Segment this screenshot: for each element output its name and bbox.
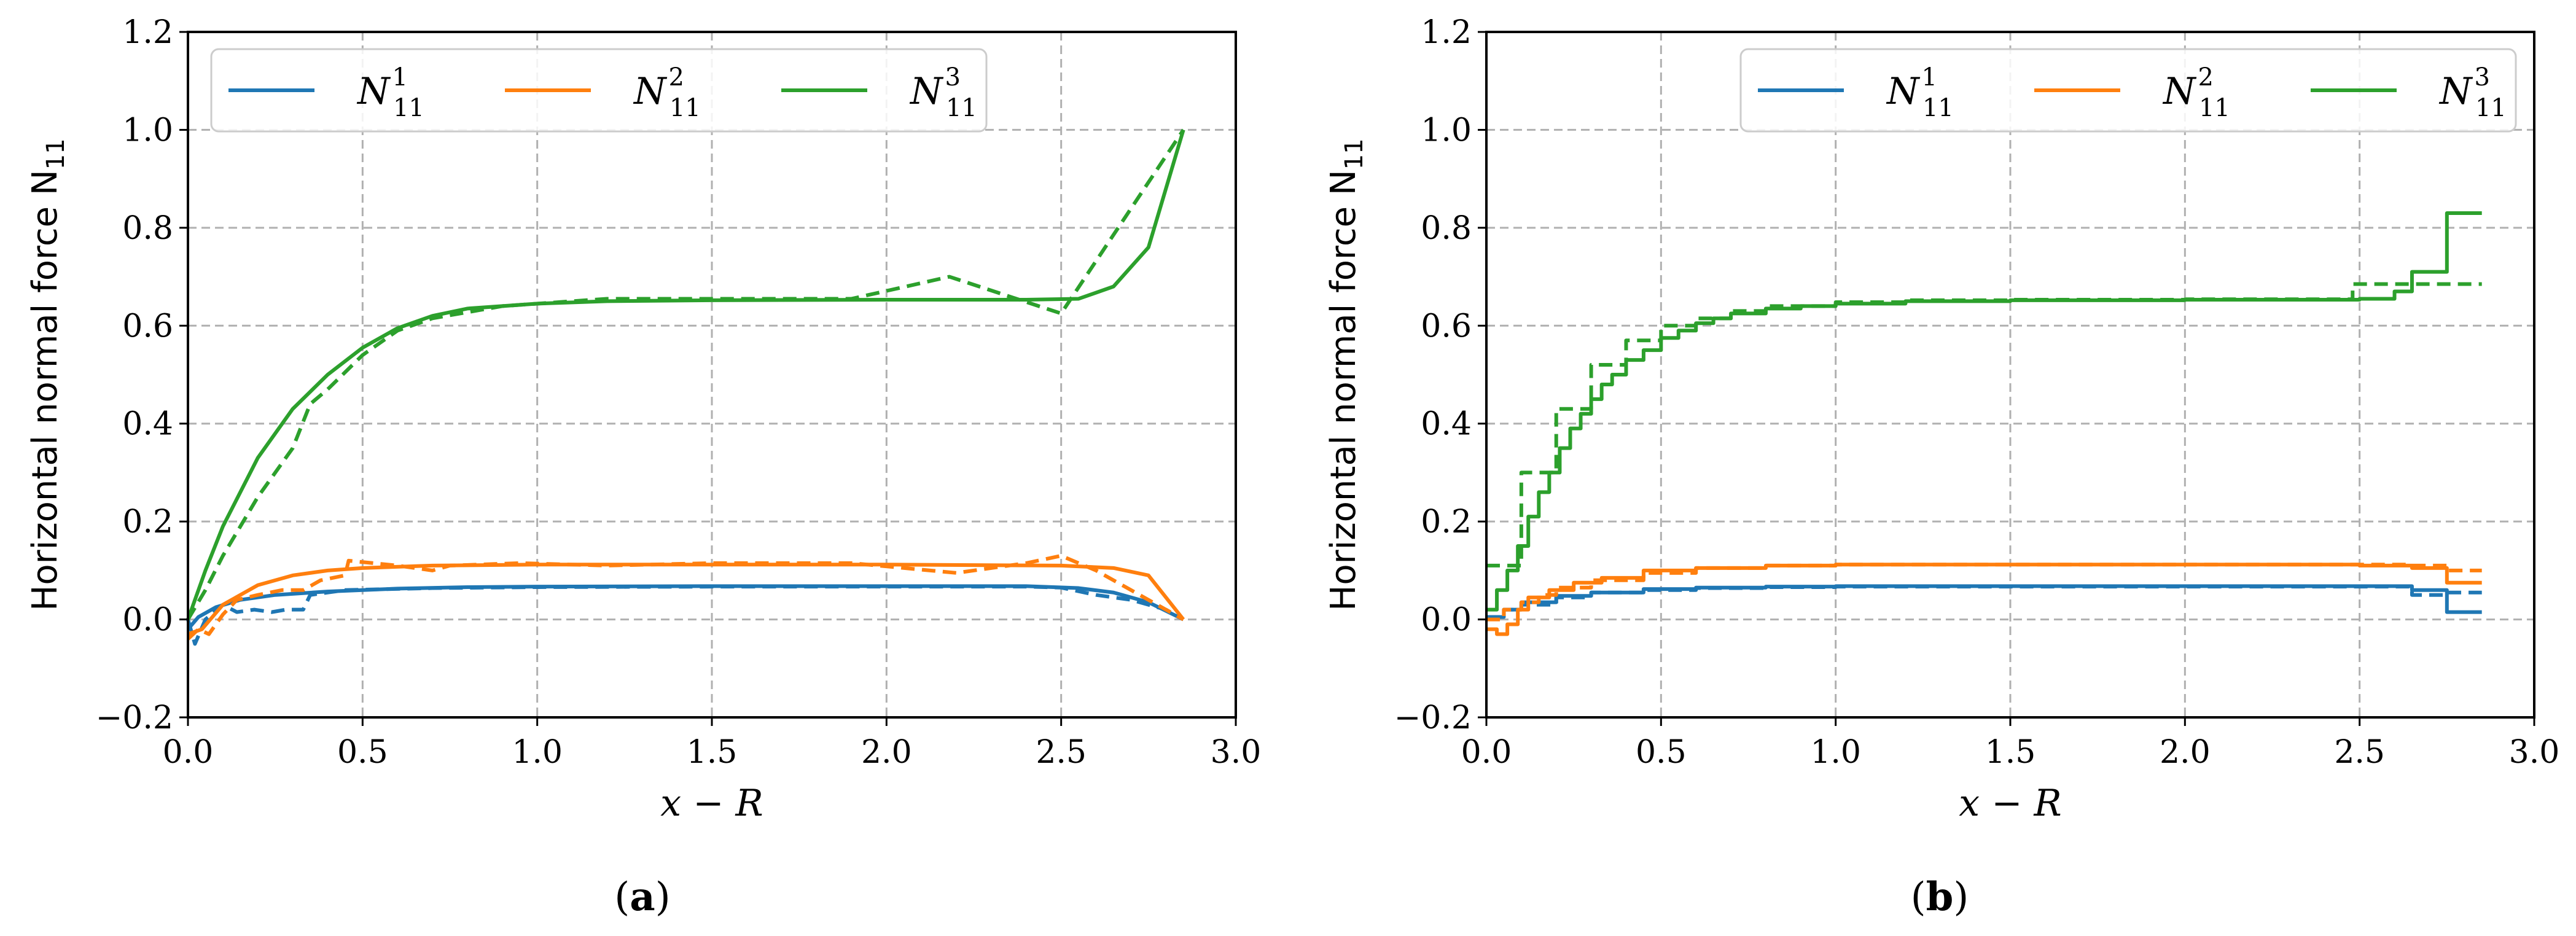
caption-paren-close: ) bbox=[655, 875, 671, 920]
x-tick-label: 3.0 bbox=[1211, 734, 1262, 771]
series-line-5-dashed bbox=[186, 128, 1185, 621]
legend-box bbox=[1739, 48, 2517, 133]
x-tick-label: 2.5 bbox=[1036, 734, 1087, 771]
y-tick-label: −0.2 bbox=[1394, 700, 1472, 736]
legend-label-base: N bbox=[356, 70, 391, 113]
series-line-3-dashed bbox=[1486, 563, 2482, 622]
caption-paren-close: ) bbox=[1953, 875, 1969, 920]
legend-label-base: N bbox=[633, 70, 668, 113]
legend-label-sup: 1 bbox=[392, 63, 408, 92]
caption-paren-open: ( bbox=[1911, 875, 1926, 920]
x-tick-label: 0.5 bbox=[1636, 734, 1687, 771]
legend-label-sup: 3 bbox=[2475, 63, 2490, 92]
legend: N 1 11 N 2 11 N 3 11 bbox=[210, 48, 988, 133]
x-tick-label: 0.0 bbox=[1461, 734, 1512, 771]
series-line-1-dashed bbox=[1486, 585, 2482, 619]
y-tick-label: 0.8 bbox=[1421, 210, 1472, 247]
y-tick-label: 0.4 bbox=[122, 406, 173, 443]
y-tick-label: −0.2 bbox=[96, 700, 173, 736]
x-tick-label: 0.5 bbox=[337, 734, 388, 771]
series-line-4-solid bbox=[186, 129, 1185, 620]
y-tick-label: 1.2 bbox=[1421, 14, 1472, 51]
y-axis-label-text: Horizontal normal force N bbox=[25, 170, 65, 610]
legend-label-sub: 11 bbox=[669, 94, 701, 122]
caption-letter: b bbox=[1926, 874, 1954, 920]
legend-label-2: N 2 11 bbox=[2162, 63, 2230, 122]
x-axis-label: x − R bbox=[660, 782, 763, 825]
y-axis-label-subscript: 11 bbox=[42, 138, 70, 170]
panel-caption: (a) bbox=[614, 874, 670, 920]
y-tick-label: 0.0 bbox=[122, 602, 173, 639]
legend: N 1 11 N 2 11 N 3 11 bbox=[1739, 48, 2517, 133]
x-tick-label: 3.0 bbox=[2509, 734, 2560, 771]
y-tick-label: 0.2 bbox=[122, 504, 173, 540]
legend-label-2: N 2 11 bbox=[633, 63, 701, 122]
legend-label-1: N 1 11 bbox=[356, 63, 424, 122]
y-axis-label: Horizontal normal force N11 bbox=[1324, 138, 1368, 610]
legend-label-sub: 11 bbox=[2475, 94, 2507, 122]
y-tick-label: 0.2 bbox=[1421, 504, 1472, 540]
y-axis-label-subscript: 11 bbox=[1340, 138, 1368, 170]
legend-label-3: N 3 11 bbox=[2438, 63, 2507, 122]
panel-a: 0.0 0.5 1.0 1.5 2.0 2.5 3.0−0.20.00.20.40.60.8… bbox=[25, 14, 1261, 920]
legend-label-sub: 11 bbox=[393, 94, 424, 122]
y-tick-label: 0.6 bbox=[1421, 308, 1472, 345]
x-tick-label: 1.5 bbox=[687, 734, 738, 771]
x-tick-label: 1.0 bbox=[512, 734, 563, 771]
series-line-1-dashed bbox=[186, 585, 1185, 646]
y-tick-label: 0.8 bbox=[122, 210, 173, 247]
legend-label-base: N bbox=[909, 70, 944, 113]
y-axis-label-text: Horizontal normal force N bbox=[1324, 170, 1364, 610]
legend-label-base: N bbox=[2162, 70, 2197, 113]
y-tick-label: 0.0 bbox=[1421, 602, 1472, 639]
x-axis-label: x − R bbox=[1959, 782, 2061, 825]
y-axis-label: Horizontal normal force N11 bbox=[25, 138, 70, 610]
caption-paren-open: ( bbox=[614, 875, 630, 920]
x-tick-label: 2.5 bbox=[2334, 734, 2385, 771]
panel-caption: (b) bbox=[1911, 874, 1969, 920]
legend-label-sub: 11 bbox=[946, 94, 977, 122]
x-tick-label: 1.5 bbox=[1985, 734, 2036, 771]
legend-label-sup: 2 bbox=[669, 63, 684, 92]
y-tick-label: 0.4 bbox=[1421, 406, 1472, 443]
y-tick-label: 0.6 bbox=[122, 308, 173, 345]
x-tick-label: 2.0 bbox=[2160, 734, 2211, 771]
series-line-4-solid bbox=[1486, 211, 2482, 612]
legend-label-base: N bbox=[2438, 70, 2473, 113]
legend-label-sup: 1 bbox=[1922, 63, 1937, 92]
legend-label-base: N bbox=[1886, 70, 1921, 113]
y-tick-label: 1.0 bbox=[1421, 112, 1472, 149]
legend-label-sub: 11 bbox=[1922, 94, 1954, 122]
x-tick-label: 2.0 bbox=[861, 734, 912, 771]
series-line-2-solid bbox=[187, 563, 1185, 636]
caption-letter: a bbox=[630, 874, 655, 920]
y-tick-label: 1.2 bbox=[122, 14, 173, 51]
legend-label-sup: 3 bbox=[945, 63, 961, 92]
legend-label-sub: 11 bbox=[2199, 94, 2230, 122]
series-line-3-dashed bbox=[186, 553, 1185, 641]
x-tick-label: 1.0 bbox=[1810, 734, 1861, 771]
series-line-2-solid bbox=[1486, 563, 2482, 636]
panel-b: 0.0 0.5 1.0 1.5 2.0 2.5 3.0−0.20.00.20.40.60.8… bbox=[1324, 14, 2559, 920]
legend-box bbox=[210, 48, 988, 133]
legend-label-1: N 1 11 bbox=[1886, 63, 1954, 122]
legend-label-sup: 2 bbox=[2198, 63, 2214, 92]
legend-label-3: N 3 11 bbox=[909, 63, 977, 122]
y-tick-label: 1.0 bbox=[122, 112, 173, 149]
series-line-5-dashed bbox=[1486, 282, 2482, 567]
x-tick-label: 0.0 bbox=[163, 734, 214, 771]
